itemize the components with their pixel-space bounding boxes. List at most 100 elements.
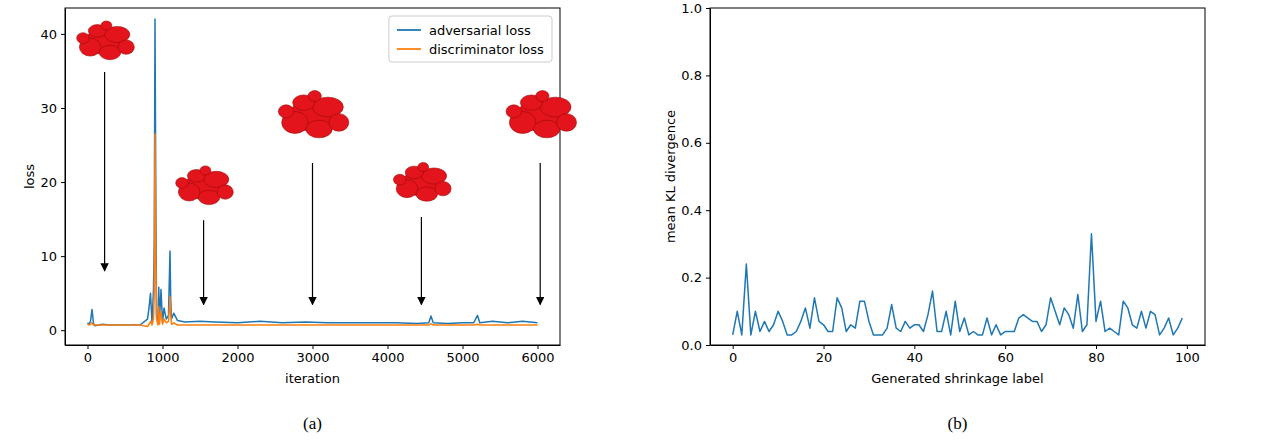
inset-blob [557, 114, 577, 132]
inset-blob [278, 105, 293, 118]
inset-blob [99, 45, 121, 59]
legend-label: adversarial loss [429, 23, 531, 38]
inset-image [506, 91, 576, 138]
inset-arrow [104, 72, 105, 271]
x-axis-line [711, 345, 1206, 346]
y-tick-mark [706, 75, 710, 76]
y-tick-label: 20 [40, 175, 57, 190]
x-tick: 2000 [221, 345, 254, 365]
y-tick-mark [706, 210, 710, 211]
y-tick: 1.0 [681, 1, 710, 16]
y-tick-mark [61, 108, 65, 109]
x-tick-mark [463, 345, 464, 349]
x-tick: 20 [816, 345, 833, 365]
inset-blob [506, 105, 521, 118]
x-tick-mark [163, 345, 164, 349]
x-axis-title: iteration [285, 371, 340, 386]
x-tick: 6000 [521, 345, 554, 365]
x-tick-label: 1000 [146, 350, 179, 365]
y-tick: 10 [40, 249, 65, 264]
x-axis-title: Generated shrinkage label [871, 371, 1043, 386]
y-tick-label: 0.6 [681, 135, 702, 150]
inset-image [394, 163, 452, 202]
inset-arrow [312, 163, 313, 305]
x-tick-label: 2000 [221, 350, 254, 365]
panel: 0 1000 2000 3000 4000 5000 6000 0 10 20 30 40 iterat… [22, 8, 576, 433]
y-axis-title: loss [22, 164, 37, 189]
x-tick-label: 60 [997, 350, 1014, 365]
inset-blob [217, 185, 233, 199]
x-tick-label: 0 [84, 350, 92, 365]
x-tick: 40 [907, 345, 924, 365]
y-axis: 0 10 20 30 40 [40, 9, 65, 346]
chart-svg: 0100020003000400050006000010203040iterat… [0, 0, 1264, 446]
x-tick: 3000 [296, 345, 329, 365]
y-tick: 40 [40, 27, 65, 42]
y-tick-label: 1.0 [681, 1, 702, 16]
x-tick-label: 100 [1175, 350, 1200, 365]
legend-label: discriminator loss [429, 42, 544, 57]
plot-frame [710, 8, 1205, 345]
plot-area [88, 19, 538, 326]
y-tick: 30 [40, 101, 65, 116]
y-tick-mark [706, 345, 710, 346]
y-tick-mark [706, 8, 710, 9]
y-tick-label: 10 [40, 249, 57, 264]
inset-arrow [203, 220, 204, 304]
y-tick: 20 [40, 175, 65, 190]
y-tick: 0 [49, 323, 65, 338]
x-tick-mark [1187, 345, 1188, 349]
y-tick: 0.8 [681, 68, 710, 83]
y-axis-title: mean KL divergence [663, 110, 678, 243]
y-tick-mark [61, 330, 65, 331]
y-tick-label: 30 [40, 101, 57, 116]
x-tick: 100 [1175, 345, 1200, 365]
inset-image [278, 91, 348, 138]
inset-blob [118, 40, 134, 54]
inset-arrow [540, 163, 541, 305]
plot-background [710, 8, 1205, 345]
x-tick-mark [824, 345, 825, 349]
x-axis: 0 1000 2000 3000 4000 5000 6000 [66, 345, 561, 365]
inset-blob [77, 33, 90, 44]
y-tick: 0.2 [681, 270, 710, 285]
y-tick-label: 0 [49, 323, 57, 338]
y-tick-label: 0.0 [681, 338, 702, 353]
y-tick: 0.6 [681, 135, 710, 150]
inset-image [176, 166, 234, 205]
inset-blob [101, 21, 112, 30]
x-tick-label: 6000 [521, 350, 554, 365]
inset-blob [536, 91, 549, 102]
inset-blob [200, 166, 211, 175]
plot-background [65, 8, 560, 345]
panel-caption: (a) [303, 414, 322, 433]
x-tick-mark [733, 345, 734, 349]
y-tick: 0.0 [681, 338, 710, 353]
chart-root: 0100020003000400050006000010203040iterat… [0, 0, 1264, 446]
plot-frame [65, 8, 560, 345]
x-tick: 4000 [371, 345, 404, 365]
x-tick: 80 [1088, 345, 1105, 365]
y-tick-label: 40 [40, 27, 57, 42]
x-tick-label: 40 [907, 350, 924, 365]
y-tick-label: 0.2 [681, 270, 702, 285]
y-tick-mark [706, 143, 710, 144]
inset-blob [416, 187, 438, 201]
legend: adversarial loss discriminator loss [389, 16, 552, 62]
y-tick-label: 0.8 [681, 68, 702, 83]
x-tick: 0 [729, 345, 737, 365]
inset-arrow [421, 217, 422, 305]
y-tick-mark [61, 34, 65, 35]
x-tick-mark [388, 345, 389, 349]
plot-area [733, 234, 1183, 335]
series-line [733, 234, 1183, 335]
x-tick-mark [238, 345, 239, 349]
y-tick-mark [706, 278, 710, 279]
y-tick-mark [61, 182, 65, 183]
y-tick-mark [61, 256, 65, 257]
inset-blob [308, 91, 321, 102]
series-line [88, 19, 538, 326]
panel: 0204060801000.00.20.40.60.81.0Generated … [663, 1, 1205, 433]
x-tick-label: 5000 [446, 350, 479, 365]
x-tick: 5000 [446, 345, 479, 365]
